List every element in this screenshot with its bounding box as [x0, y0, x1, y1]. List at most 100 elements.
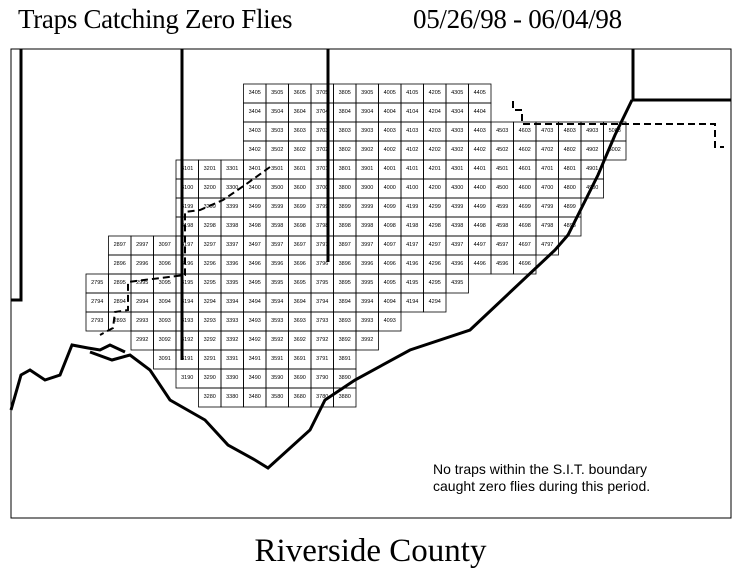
note-line-2: caught zero flies during this period.	[433, 478, 651, 494]
trap-id-label: 4396	[451, 261, 463, 267]
trap-cell: 3100	[175, 178, 199, 199]
trap-id-label: 4600	[519, 185, 531, 191]
trap-cell: 4304	[445, 102, 469, 123]
trap-cell: 4699	[513, 197, 537, 218]
trap-id-label: 3404	[249, 109, 261, 115]
trap-cell: 3899	[333, 197, 357, 218]
trap-id-label: 4496	[474, 261, 486, 267]
trap-cell: 3904	[355, 102, 379, 123]
trap-cell: 3592	[265, 330, 289, 351]
trap-cell: 4400	[468, 178, 492, 199]
trap-cell-border	[355, 330, 379, 351]
trap-cell: 3092	[153, 330, 177, 351]
trap-id-label: 3601	[294, 166, 306, 172]
trap-id-label: 3500	[271, 185, 283, 191]
trap-id-label: 3794	[316, 299, 328, 305]
trap-id-label: 4400	[474, 185, 486, 191]
trap-id-label: 3893	[339, 318, 351, 324]
trap-id-label: 4596	[496, 261, 508, 267]
trap-cell: 3898	[333, 216, 357, 237]
trap-id-label: 3199	[181, 204, 193, 210]
trap-cell: 4299	[423, 197, 447, 218]
trap-id-label: 3805	[339, 90, 351, 96]
trap-cell: 4398	[445, 216, 469, 237]
trap-cell: 4599	[490, 197, 514, 218]
trap-id-label: 4200	[429, 185, 441, 191]
trap-id-label: 3301	[226, 166, 238, 172]
trap-id-label: 4403	[474, 128, 486, 134]
trap-id-label: 4697	[519, 242, 531, 248]
trap-id-label: 3399	[226, 204, 238, 210]
trap-id-label: 3498	[249, 223, 261, 229]
trap-id-label: 3905	[361, 90, 373, 96]
trap-id-label: 4401	[474, 166, 486, 172]
trap-id-label: 3493	[249, 318, 261, 324]
trap-id-label: 3899	[339, 204, 351, 210]
trap-id-label: 3593	[271, 318, 283, 324]
trap-cell: 4104	[400, 102, 424, 123]
trap-cell: 4294	[423, 292, 447, 313]
trap-id-label: 2896	[114, 261, 126, 267]
trap-cell: 3490	[243, 368, 267, 389]
trap-id-label: 3095	[159, 280, 171, 286]
trap-id-label: 3391	[226, 356, 238, 362]
trap-cell: 4295	[423, 273, 447, 294]
trap-cell: 3690	[288, 368, 312, 389]
trap-cell: 3396	[220, 254, 244, 275]
trap-id-label: 4402	[474, 147, 486, 153]
trap-cell: 4801	[558, 159, 582, 180]
trap-id-label: 4303	[451, 128, 463, 134]
trap-id-label: 4104	[406, 109, 418, 115]
trap-id-label: 4103	[406, 128, 418, 134]
trap-cell: 3995	[355, 273, 379, 294]
trap-cell-border	[603, 140, 627, 161]
trap-id-label: 3400	[249, 185, 261, 191]
trap-id-label: 3398	[226, 223, 238, 229]
trap-cell: 3597	[265, 235, 289, 256]
trap-cell: 3802	[333, 140, 357, 161]
trap-id-label: 3092	[159, 337, 171, 343]
trap-cell: 3900	[355, 178, 379, 199]
trap-id-label: 3603	[294, 128, 306, 134]
trap-cell: 4194	[400, 292, 424, 313]
trap-id-label: 4196	[406, 261, 418, 267]
trap-id-label: 3592	[271, 337, 283, 343]
map-note: No traps within the S.I.T. boundary caug…	[433, 461, 650, 495]
trap-id-label: 3194	[181, 299, 193, 305]
trap-id-label: 4502	[496, 147, 508, 153]
trap-cell: 3493	[243, 311, 267, 332]
trap-id-label: 4703	[541, 128, 553, 134]
trap-cell: 4105	[400, 83, 424, 104]
trap-id-label: 4100	[406, 185, 418, 191]
trap-id-label: 3690	[294, 375, 306, 381]
trap-id-label: 4398	[451, 223, 463, 229]
trap-cell: 3797	[310, 235, 334, 256]
title-text: Traps Catching Zero Flies	[18, 4, 293, 34]
trap-cell: 3499	[243, 197, 267, 218]
trap-id-label: 3995	[361, 280, 373, 286]
trap-id-label: 2997	[136, 242, 148, 248]
trap-id-label: 4093	[384, 318, 396, 324]
highway-line	[89, 99, 634, 470]
trap-id-label: 4599	[496, 204, 508, 210]
trap-id-label: 3999	[361, 204, 373, 210]
trap-cell: 3503	[265, 121, 289, 142]
trap-cell: 3604	[288, 102, 312, 123]
trap-cell: 4101	[400, 159, 424, 180]
trap-id-label: 4701	[541, 166, 553, 172]
trap-id-label: 3390	[226, 375, 238, 381]
trap-cell: 4203	[423, 121, 447, 142]
trap-id-label: 4696	[519, 261, 531, 267]
trap-cell: 3292	[198, 330, 222, 351]
trap-id-label: 3198	[181, 223, 193, 229]
trap-cell: 3400	[243, 178, 267, 199]
trap-cell: 4099	[378, 197, 402, 218]
trap-id-label: 3801	[339, 166, 351, 172]
trap-cell: 4100	[400, 178, 424, 199]
trap-id-label: 3790	[316, 375, 328, 381]
trap-id-label: 5002	[609, 147, 621, 153]
trap-id-label: 2897	[114, 242, 126, 248]
trap-id-label: 3395	[226, 280, 238, 286]
trap-id-label: 3380	[226, 394, 238, 400]
